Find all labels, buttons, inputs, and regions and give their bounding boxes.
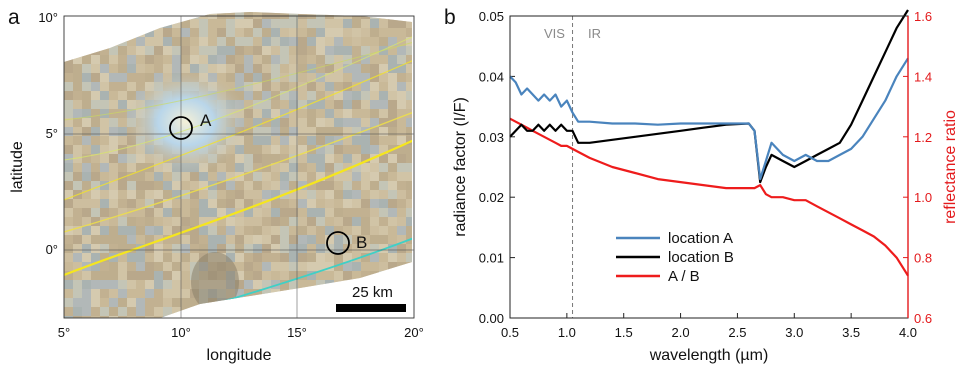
scalebar-label: 25 km bbox=[352, 284, 393, 301]
map-mosaic bbox=[64, 12, 412, 318]
map-x-tick: 10° bbox=[171, 325, 191, 340]
legend-label: location A bbox=[668, 230, 733, 247]
contour-line-thick bbox=[64, 138, 412, 277]
contour-line bbox=[64, 35, 412, 161]
contour-line bbox=[64, 59, 412, 201]
chart-y-label: radiance factor (I/F) bbox=[452, 97, 469, 237]
panel-b-letter: b bbox=[444, 6, 456, 29]
y-tick-label: 0.00 bbox=[479, 311, 504, 326]
chart-x-label: wavelength (µm) bbox=[649, 347, 769, 364]
series-line-location-b bbox=[509, 9, 909, 184]
panel-a-letter: a bbox=[8, 6, 20, 29]
legend-label: location B bbox=[668, 249, 734, 266]
map-image bbox=[64, 12, 412, 318]
crater-dark-spot bbox=[191, 252, 239, 312]
contour-line bbox=[64, 41, 412, 121]
map-x-label: longitude bbox=[207, 347, 272, 364]
y2-tick-label: 0.6 bbox=[914, 311, 932, 326]
y-tick-label: 0.03 bbox=[479, 130, 504, 145]
series-line-location-a bbox=[509, 57, 909, 181]
marker-b-label: B bbox=[356, 233, 367, 252]
crater-bright-halo bbox=[124, 70, 248, 174]
map-x-tick: 20° bbox=[404, 325, 424, 340]
x-tick-label: 2.0 bbox=[672, 325, 690, 340]
map-grid bbox=[64, 16, 414, 318]
ir-annotation: IR bbox=[588, 26, 601, 41]
x-tick-label: 3.5 bbox=[842, 325, 860, 340]
y2-tick-label: 1.6 bbox=[914, 9, 932, 24]
legend-label: A / B bbox=[668, 268, 700, 285]
map-x-tick: 5° bbox=[58, 325, 70, 340]
y2-tick-label: 0.8 bbox=[914, 251, 932, 266]
x-tick-label: 1.0 bbox=[558, 325, 576, 340]
y2-tick-label: 1.4 bbox=[914, 69, 932, 84]
vis-annotation: VIS bbox=[544, 26, 565, 41]
series-line-a-b bbox=[509, 117, 909, 277]
marker-a-circle bbox=[169, 116, 193, 140]
x-tick-label: 0.5 bbox=[501, 325, 519, 340]
y-tick-label: 0.04 bbox=[479, 69, 504, 84]
marker-a-label: A bbox=[200, 111, 212, 130]
y-tick-label: 0.02 bbox=[479, 190, 504, 205]
y-tick-label: 0.05 bbox=[479, 9, 504, 24]
y2-tick-label: 1.0 bbox=[914, 190, 932, 205]
x-tick-label: 3.0 bbox=[785, 325, 803, 340]
map-y-tick: 5° bbox=[46, 126, 58, 141]
marker-b-circle bbox=[326, 231, 350, 255]
x-tick-label: 4.0 bbox=[899, 325, 917, 340]
map-frame bbox=[63, 15, 415, 319]
scalebar bbox=[336, 304, 406, 312]
y2-tick-label: 1.2 bbox=[914, 130, 932, 145]
map-y-tick: 0° bbox=[46, 242, 58, 257]
chart-frame bbox=[509, 15, 909, 319]
y-tick-label: 0.01 bbox=[479, 251, 504, 266]
map-x-tick: 15° bbox=[287, 325, 307, 340]
spectra-chart: 0.5 1.0 1.5 2.0 2.5 3.0 3.5 4.0 0.00 0.01 0.02 0.03… bbox=[479, 9, 932, 340]
x-tick-label: 2.5 bbox=[728, 325, 746, 340]
legend: location A location B A / B bbox=[616, 230, 734, 285]
x-tick-label: 1.5 bbox=[615, 325, 633, 340]
contour-line bbox=[64, 111, 412, 233]
chart-y2-label: reflectance ratio bbox=[942, 110, 959, 224]
map-y-tick: 10° bbox=[38, 10, 58, 25]
map-y-label: latitude bbox=[9, 141, 26, 193]
